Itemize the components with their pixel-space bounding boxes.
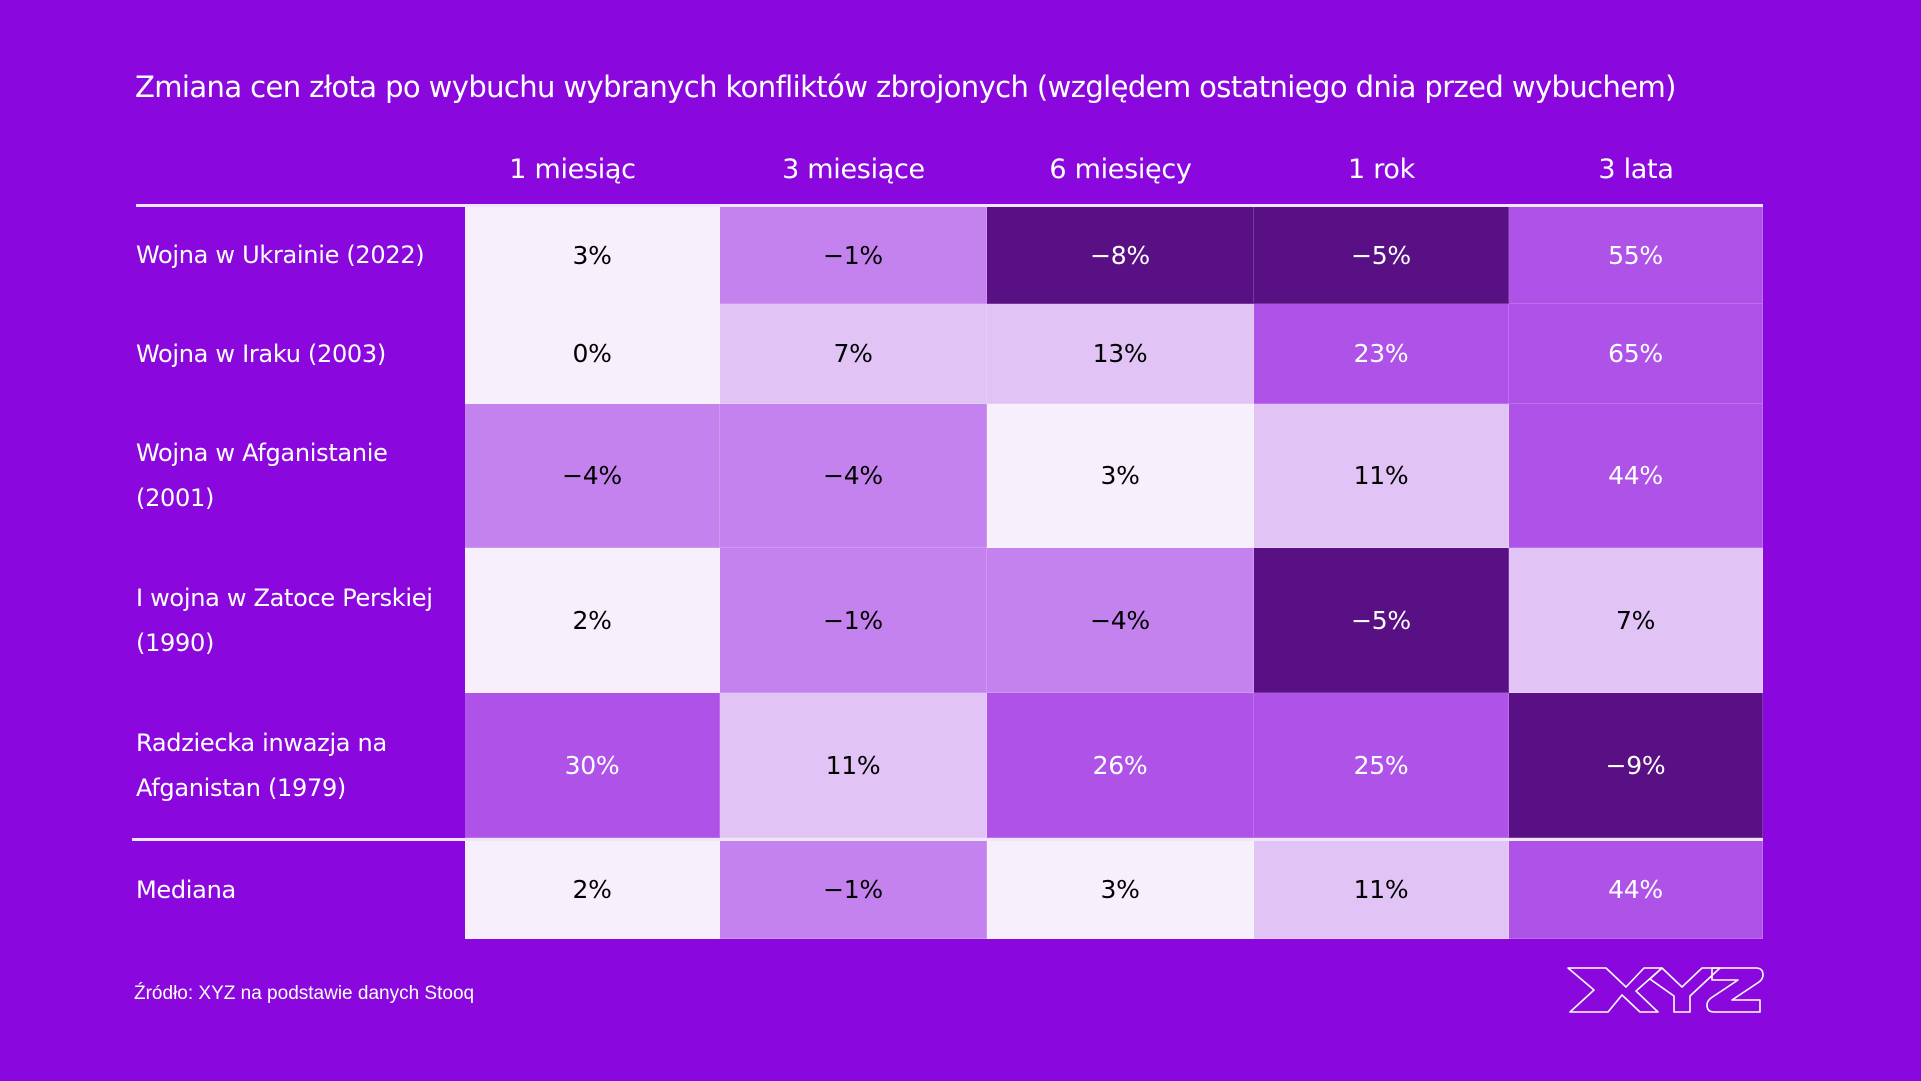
row-label: Wojna w Afganistanie (2001) bbox=[136, 439, 388, 512]
heatmap-cell: −1% bbox=[720, 548, 987, 693]
heatmap-cell: 55% bbox=[1509, 207, 1763, 304]
heatmap-cell: 30% bbox=[465, 693, 720, 838]
heatmap-cell: 2% bbox=[465, 841, 720, 939]
source-note: Źródło: XYZ na podstawie danych Stooq bbox=[134, 983, 475, 1004]
table-row: Wojna w Afganistanie (2001) −4% −4% 3% 11% 44… bbox=[136, 404, 1763, 548]
heatmap-cell: 13% bbox=[987, 304, 1254, 404]
column-header: 3 miesiące bbox=[782, 154, 925, 185]
heatmap-cell: 11% bbox=[720, 693, 987, 838]
header-rule bbox=[136, 204, 1763, 207]
logo-z-shape bbox=[1706, 967, 1764, 1013]
table-row: Radziecka inwazja na Afganistan (1979) 30… bbox=[136, 693, 1763, 838]
heatmap-cell: 3% bbox=[465, 207, 720, 304]
table-body: Wojna w Ukrainie (2022) 3% −1% −8% −5% 55% Woj… bbox=[136, 207, 1763, 838]
column-header: 6 miesięcy bbox=[1049, 154, 1192, 185]
column-header: 3 lata bbox=[1598, 154, 1674, 185]
chart-title: Zmiana cen złota po wybuchu wybranych ko… bbox=[135, 70, 1676, 104]
heatmap-table: 1 miesiąc 3 miesiące 6 miesięcy 1 rok 3 … bbox=[132, 140, 1763, 939]
heatmap-cell: 44% bbox=[1509, 841, 1763, 939]
row-label: I wojna w Zatoce Perskiej (1990) bbox=[136, 583, 433, 657]
xyz-logo-icon bbox=[1567, 967, 1764, 1013]
median-divider bbox=[132, 838, 1763, 841]
table-row: Wojna w Ukrainie (2022) 3% −1% −8% −5% 55% bbox=[136, 207, 1763, 304]
row-label: Wojna w Ukrainie (2022) bbox=[136, 241, 425, 269]
heatmap-cell: 23% bbox=[1254, 304, 1509, 404]
logo-x-shape bbox=[1567, 967, 1663, 1013]
heatmap-cell: 7% bbox=[1509, 548, 1763, 693]
heatmap-cell: −4% bbox=[720, 404, 987, 548]
heatmap-cell: 44% bbox=[1509, 404, 1763, 548]
table-row: Wojna w Iraku (2003) 0% 7% 13% 23% 65% bbox=[136, 304, 1763, 404]
logo-y-shape bbox=[1649, 967, 1721, 1013]
row-label: Radziecka inwazja na Afganistan (1979) bbox=[136, 728, 387, 802]
heatmap-cell: −8% bbox=[987, 207, 1254, 304]
summary-row: Mediana 2% −1% 3% 11% 44% bbox=[136, 841, 1763, 939]
row-label: Wojna w Iraku (2003) bbox=[136, 339, 386, 368]
heatmap-cell: 25% bbox=[1254, 693, 1509, 838]
column-header: 1 rok bbox=[1348, 154, 1415, 185]
heatmap-cell: −1% bbox=[720, 841, 987, 939]
header-row: 1 miesiąc 3 miesiące 6 miesięcy 1 rok 3 … bbox=[136, 140, 1763, 204]
heatmap-cell: 11% bbox=[1254, 841, 1509, 939]
table-row: I wojna w Zatoce Perskiej (1990) 2% −1% −4%… bbox=[136, 548, 1763, 693]
heatmap-cell: −5% bbox=[1254, 207, 1509, 304]
heatmap-cell: −4% bbox=[987, 548, 1254, 693]
heatmap-cell: 3% bbox=[987, 404, 1254, 548]
heatmap-cell: 7% bbox=[720, 304, 987, 404]
heatmap-cell: 2% bbox=[465, 548, 720, 693]
row-label: Mediana bbox=[136, 875, 236, 904]
heatmap-cell: 11% bbox=[1254, 404, 1509, 548]
heatmap-cell: −1% bbox=[720, 207, 987, 304]
heatmap-cell: 26% bbox=[987, 693, 1254, 838]
heatmap-cell: −4% bbox=[465, 404, 720, 548]
heatmap-cell: −9% bbox=[1509, 693, 1763, 838]
heatmap-cell: 65% bbox=[1509, 304, 1763, 404]
heatmap-cell: 0% bbox=[465, 304, 720, 404]
heatmap-cell: 3% bbox=[987, 841, 1254, 939]
heatmap-cell: −5% bbox=[1254, 548, 1509, 693]
header-corner bbox=[136, 140, 465, 204]
median-row: Mediana 2% −1% 3% 11% 44% bbox=[136, 841, 1763, 939]
column-header: 1 miesiąc bbox=[509, 154, 636, 185]
